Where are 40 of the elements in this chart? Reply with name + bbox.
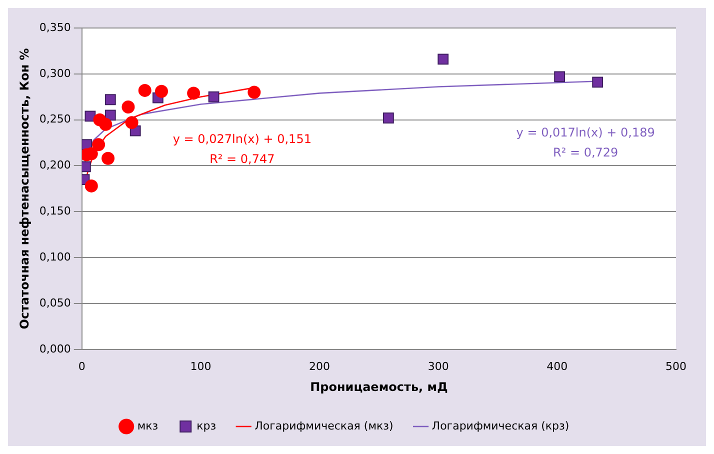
point [208, 91, 220, 102]
point [248, 86, 261, 99]
y-tick-label: 0,150 [39, 204, 71, 218]
x-tick-label: 0 [78, 360, 86, 373]
point [84, 179, 98, 192]
point [104, 94, 116, 106]
legend-label: крз [196, 419, 216, 432]
point [592, 76, 604, 88]
y-tick-label: 0,000 [39, 342, 71, 356]
point [383, 112, 394, 124]
point [99, 118, 112, 131]
x-tick-label: 500 [666, 360, 686, 373]
annotation: R² = 0,729 [552, 145, 618, 160]
legend-label: мкз [137, 419, 158, 432]
point [102, 152, 115, 165]
y-tick-label: 0,250 [39, 112, 71, 126]
x-tick-label: 300 [428, 360, 449, 373]
y-tick-label: 0,350 [39, 20, 71, 34]
x-tick-label: 100 [190, 360, 212, 373]
legend-label: Логарифмическая (крз) [432, 419, 570, 432]
point [438, 54, 449, 65]
point [92, 138, 106, 152]
point [155, 84, 168, 98]
x-tick-label: 200 [309, 360, 330, 373]
x-tick-label: 400 [546, 360, 568, 373]
y-tick-label: 0,200 [39, 158, 71, 172]
point [187, 86, 200, 100]
point [125, 116, 138, 130]
point [554, 71, 566, 82]
point [138, 84, 152, 97]
y-tick-label: 0,050 [39, 296, 71, 310]
y-tick-label: 0,300 [39, 66, 71, 80]
legend-label: Логарифмическая (мкз) [254, 419, 394, 432]
annotation: y = 0,027ln(x) + 0,151 [172, 132, 312, 146]
annotation: R² = 0,747 [210, 152, 275, 166]
annotation: y = 0,017ln(x) + 0,189 [516, 125, 655, 140]
y-axis-title: Остаточная нефтенасыщенность, Кон % [17, 48, 32, 330]
y-tick-label: 0,100 [39, 250, 71, 264]
x-axis-title: Проницаемость, мД [310, 380, 448, 394]
point [122, 100, 135, 114]
